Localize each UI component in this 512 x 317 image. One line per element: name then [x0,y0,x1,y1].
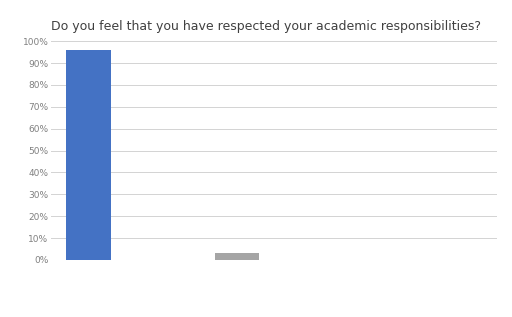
Text: Do you feel that you have respected your academic responsibilities?: Do you feel that you have respected your… [51,20,481,33]
Bar [215,253,259,260]
Bar [66,50,111,260]
